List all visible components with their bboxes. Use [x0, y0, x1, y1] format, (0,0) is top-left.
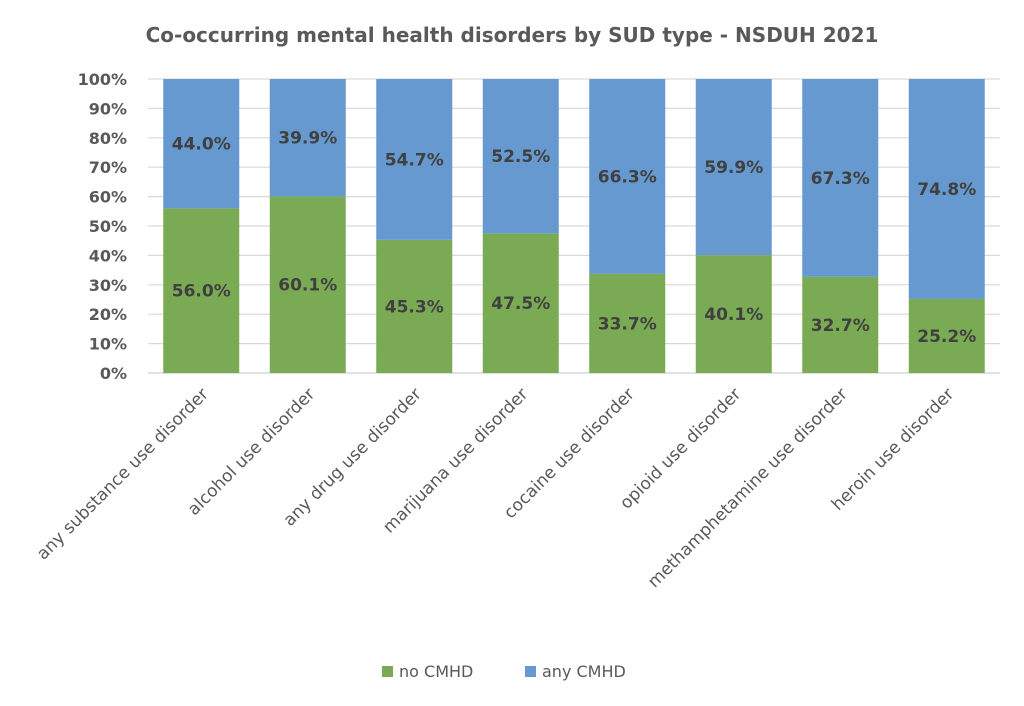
bar-segment: [908, 79, 985, 299]
bar-segment: [802, 79, 879, 277]
x-tick-label: opioid use disorder: [616, 384, 745, 513]
data-label: 67.3%: [811, 169, 870, 189]
bar-segment: [482, 233, 559, 373]
bar-segment: [269, 79, 346, 197]
bar-segment: [482, 79, 559, 234]
bar-segment: [802, 276, 879, 373]
bar-segment: [376, 239, 453, 373]
data-label: 66.3%: [598, 167, 657, 187]
y-tick-label: 10%: [89, 335, 127, 354]
legend: no CMHD any CMHD: [382, 662, 626, 681]
y-tick-label: 100%: [78, 70, 127, 89]
x-tick-label: heroin use disorder: [828, 384, 958, 514]
bar-segment: [589, 79, 666, 274]
bar-segment: [376, 79, 453, 240]
y-tick-label: 30%: [89, 276, 127, 295]
y-tick-label: 20%: [89, 305, 127, 324]
bar-segment: [163, 79, 240, 209]
bar-segment: [908, 298, 985, 373]
data-label: 32.7%: [811, 316, 870, 336]
data-label: 40.1%: [704, 305, 763, 325]
legend-swatch: [382, 666, 393, 677]
y-tick-label: 60%: [89, 188, 127, 207]
chart-title: Co-occurring mental health disorders by …: [146, 23, 879, 47]
data-label: 44.0%: [172, 135, 231, 155]
data-label: 52.5%: [491, 147, 550, 167]
y-tick-label: 0%: [100, 364, 127, 383]
legend-label: no CMHD: [399, 662, 473, 681]
legend-label: any CMHD: [542, 662, 626, 681]
data-label: 39.9%: [278, 129, 337, 149]
x-tick-label: any substance use disorder: [33, 384, 213, 564]
bars: 56.0% 44.0% 60.1% 39.9% 45.3% 54.7% 47.5% 52.5%…: [163, 79, 985, 373]
bar-segment: [269, 196, 346, 373]
y-tick-label: 40%: [89, 246, 127, 265]
y-tick-label: 80%: [89, 129, 127, 148]
bar-segment: [695, 79, 772, 256]
data-label: 25.2%: [917, 327, 976, 347]
data-label: 74.8%: [917, 180, 976, 200]
data-label: 60.1%: [278, 276, 337, 296]
bar-segment: [163, 208, 240, 373]
legend-swatch: [525, 666, 536, 677]
data-label: 59.9%: [704, 158, 763, 178]
bar-segment: [695, 255, 772, 373]
bar-segment: [589, 273, 666, 373]
y-tick-label: 50%: [89, 217, 127, 236]
data-label: 45.3%: [385, 297, 444, 317]
y-tick-label: 90%: [89, 99, 127, 118]
y-tick-label: 70%: [89, 158, 127, 177]
x-tick-label: methamphetamine use disorder: [644, 384, 852, 592]
data-label: 54.7%: [385, 150, 444, 170]
data-label: 33.7%: [598, 314, 657, 334]
data-label: 47.5%: [491, 294, 550, 314]
data-label: 56.0%: [172, 282, 231, 302]
y-axis: 0% 10% 20% 30% 40% 50% 60% 70% 80% 90% 100%: [78, 70, 127, 383]
